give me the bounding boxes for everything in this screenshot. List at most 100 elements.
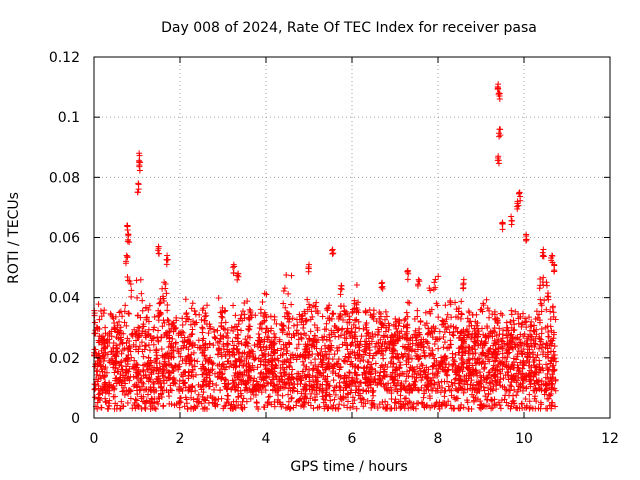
data-point — [552, 387, 559, 394]
data-point — [401, 317, 408, 324]
data-point — [246, 366, 253, 373]
data-point — [283, 344, 290, 351]
data-point — [484, 323, 491, 330]
data-point — [386, 387, 393, 394]
data-point — [202, 357, 209, 364]
data-point — [189, 340, 196, 347]
data-point — [340, 357, 347, 364]
data-point — [166, 360, 173, 367]
data-point — [516, 383, 523, 390]
data-point — [265, 369, 272, 376]
data-point — [111, 393, 118, 400]
data-point — [166, 400, 173, 407]
data-point — [178, 386, 185, 393]
data-point — [188, 351, 195, 358]
data-point — [495, 85, 502, 92]
data-point — [181, 379, 188, 386]
data-point — [199, 382, 206, 389]
data-point — [526, 367, 533, 374]
data-point — [495, 130, 502, 137]
y-tick-label: 0.12 — [49, 50, 80, 66]
data-point — [131, 357, 138, 364]
data-point — [541, 297, 548, 304]
data-point — [132, 343, 139, 350]
data-point — [335, 373, 342, 380]
data-point — [402, 387, 409, 394]
data-point — [442, 353, 449, 360]
data-point — [300, 403, 307, 410]
data-point — [504, 341, 511, 348]
data-point — [468, 322, 475, 329]
data-point — [536, 285, 543, 292]
data-point — [229, 338, 236, 345]
data-point — [302, 355, 309, 362]
data-point — [544, 365, 551, 372]
data-point — [406, 300, 413, 307]
data-point — [507, 318, 514, 325]
y-tick-label: 0.02 — [49, 351, 80, 367]
data-point — [121, 319, 128, 326]
data-point — [472, 350, 479, 357]
data-point — [433, 365, 440, 372]
data-point — [491, 308, 498, 315]
data-point — [548, 384, 555, 391]
data-point — [526, 343, 533, 350]
data-point — [436, 328, 443, 335]
data-point — [484, 396, 491, 403]
data-point — [348, 387, 355, 394]
data-point — [294, 352, 301, 359]
data-point — [376, 309, 383, 316]
data-point — [187, 321, 194, 328]
data-point — [368, 404, 375, 411]
data-point — [352, 383, 359, 390]
data-point — [450, 332, 457, 339]
data-point — [169, 335, 176, 342]
data-point — [246, 348, 253, 355]
data-point — [207, 392, 214, 399]
data-point — [409, 403, 416, 410]
data-point — [278, 345, 285, 352]
data-point — [136, 333, 143, 340]
data-point — [478, 306, 485, 313]
data-point — [218, 362, 225, 369]
data-point — [394, 388, 401, 395]
data-point — [164, 301, 171, 308]
data-point — [492, 315, 499, 322]
data-point — [526, 314, 533, 321]
data-point — [469, 391, 476, 398]
data-point — [268, 361, 275, 368]
data-point — [406, 398, 413, 405]
data-point — [497, 382, 504, 389]
data-point — [260, 313, 267, 320]
data-point — [536, 335, 543, 342]
data-point — [126, 310, 133, 317]
data-point — [302, 393, 309, 400]
data-point — [322, 348, 329, 355]
data-point — [261, 317, 268, 324]
data-point — [425, 325, 432, 332]
data-point — [161, 279, 168, 286]
data-point — [453, 385, 460, 392]
data-point — [143, 342, 150, 349]
data-point — [423, 382, 430, 389]
data-point — [348, 340, 355, 347]
data-point — [365, 376, 372, 383]
data-point — [144, 366, 151, 373]
data-point — [479, 325, 486, 332]
data-point — [259, 299, 266, 306]
data-point — [321, 405, 328, 412]
data-point — [275, 357, 282, 364]
data-point — [377, 336, 384, 343]
data-point — [445, 324, 452, 331]
data-point — [315, 378, 322, 385]
data-point — [295, 330, 302, 337]
data-point — [291, 380, 298, 387]
data-point — [271, 316, 278, 323]
data-point — [342, 311, 349, 318]
data-point — [492, 350, 499, 357]
data-point — [126, 377, 133, 384]
data-point — [138, 339, 145, 346]
data-point — [220, 334, 227, 341]
data-point — [393, 325, 400, 332]
data-point — [347, 333, 354, 340]
